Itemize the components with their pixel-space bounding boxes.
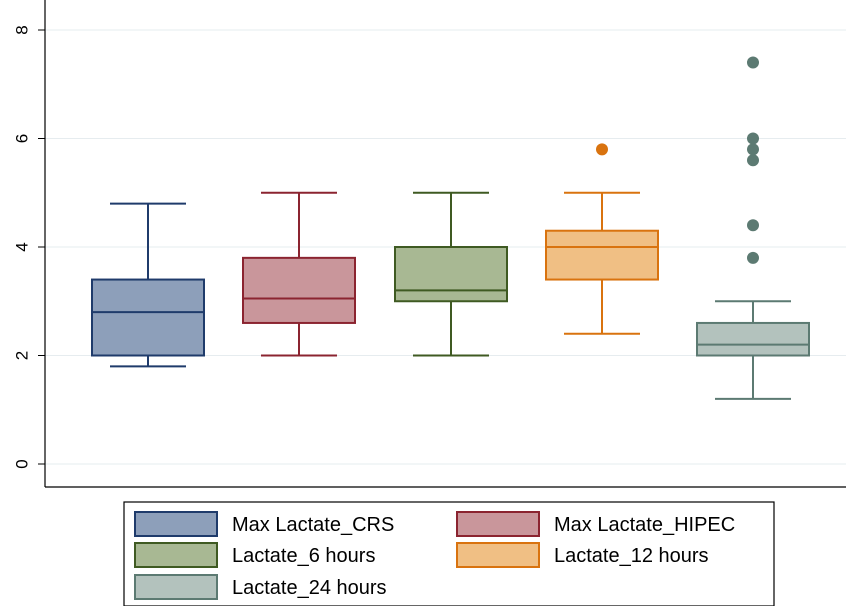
box-body bbox=[91, 278, 205, 357]
box-3 bbox=[394, 191, 508, 357]
y-tick-label: 8 bbox=[12, 25, 31, 34]
legend-box bbox=[123, 501, 775, 606]
box-body bbox=[394, 246, 508, 303]
box-body bbox=[242, 256, 356, 324]
outlier-point bbox=[747, 143, 759, 156]
box-5 bbox=[696, 56, 810, 400]
legend-entry-2: Max Lactate_HIPEC bbox=[456, 511, 735, 537]
legend-entry-3: Lactate_6 hours bbox=[134, 542, 375, 568]
legend-entry-1: Max Lactate_CRS bbox=[134, 511, 394, 537]
y-axis: 0 2 4 6 8 bbox=[12, 0, 846, 488]
outlier-point bbox=[747, 132, 759, 145]
legend-swatch bbox=[456, 542, 540, 568]
box-2 bbox=[242, 191, 356, 357]
y-tick-label: 6 bbox=[12, 134, 31, 143]
y-tick-label: 0 bbox=[12, 459, 31, 468]
legend-label: Lactate_24 hours bbox=[232, 577, 387, 599]
legend-swatch bbox=[456, 511, 540, 537]
legend-swatch bbox=[134, 574, 218, 600]
legend-entry-4: Lactate_12 hours bbox=[456, 542, 709, 568]
box-4 bbox=[545, 143, 659, 335]
outlier-point bbox=[747, 154, 759, 167]
legend-label: Max Lactate_HIPEC bbox=[554, 514, 735, 536]
box-body bbox=[545, 229, 659, 281]
box-body bbox=[696, 321, 810, 357]
legend-label: Lactate_6 hours bbox=[232, 545, 375, 567]
box-plot-series bbox=[91, 56, 810, 400]
legend-label: Lactate_12 hours bbox=[554, 545, 709, 567]
legend-swatch bbox=[134, 511, 218, 537]
y-tick-label: 4 bbox=[12, 242, 31, 251]
outlier-point bbox=[747, 56, 759, 69]
outlier-point bbox=[747, 251, 759, 264]
outlier-point bbox=[596, 143, 608, 156]
legend: Max Lactate_CRS Max Lactate_HIPEC Lactate_… bbox=[123, 501, 775, 606]
legend-swatch bbox=[134, 542, 218, 568]
legend-entry-5: Lactate_24 hours bbox=[134, 574, 387, 600]
box-1 bbox=[91, 202, 205, 368]
legend-label: Max Lactate_CRS bbox=[232, 514, 394, 536]
y-tick-label: 2 bbox=[12, 351, 31, 360]
outlier-point bbox=[747, 219, 759, 232]
